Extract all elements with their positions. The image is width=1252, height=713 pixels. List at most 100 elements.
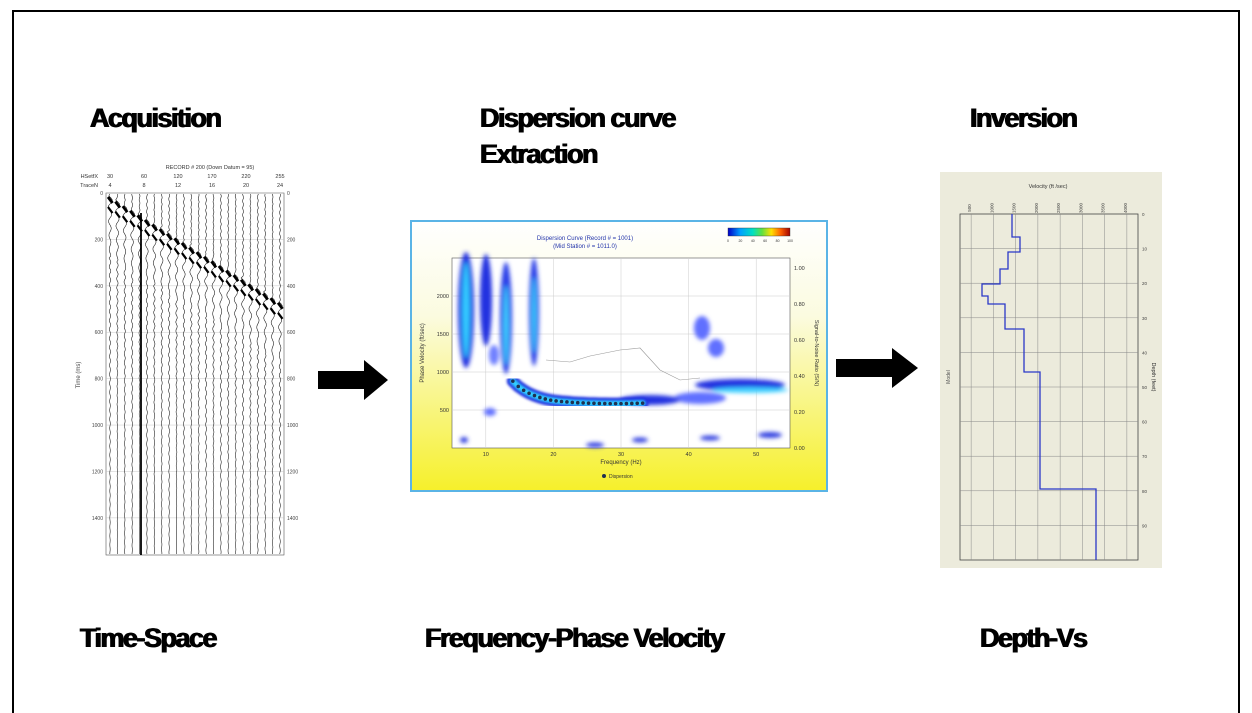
first-arrival-wavelet bbox=[195, 251, 203, 260]
first-arrival-wavelet bbox=[203, 266, 210, 274]
depth-tick-label: 20 bbox=[1142, 281, 1148, 286]
first-arrival-wavelet bbox=[247, 293, 254, 302]
first-arrival-wavelet bbox=[262, 292, 269, 301]
first-arrival-wavelet bbox=[269, 307, 276, 315]
y-tick-label: 2000 bbox=[437, 294, 449, 300]
y2-tick-label: 0.20 bbox=[794, 410, 805, 416]
seismic-trace bbox=[144, 193, 150, 555]
seismic-trace bbox=[218, 193, 224, 555]
depth-tick-label: 30 bbox=[1142, 316, 1148, 321]
seismic-trace bbox=[203, 193, 209, 555]
offset-value: 220 bbox=[241, 174, 250, 180]
depth-tick-label: 10 bbox=[1142, 247, 1148, 252]
x-tick-label: 30 bbox=[618, 452, 624, 458]
dispersion-image-panel: Dispersion Curve (Record # = 1001) (Mid … bbox=[410, 220, 828, 492]
first-arrival-wavelet bbox=[114, 210, 121, 219]
first-arrival-wavelet bbox=[232, 274, 240, 283]
inversion-panel: Velocity (ft /sec) 500 1000 1500 2000 2500 30… bbox=[940, 172, 1162, 568]
time-tick-label-right: 1200 bbox=[287, 469, 298, 475]
time-tick-label: 1200 bbox=[92, 469, 103, 475]
y2-tick-label: 1.00 bbox=[794, 266, 805, 272]
first-arrival-wavelet bbox=[107, 206, 114, 214]
trace-number: 4 bbox=[108, 183, 111, 189]
offset-value: 60 bbox=[141, 174, 147, 180]
velocity-tick-label: 4000 bbox=[1123, 202, 1128, 213]
seismic-trace bbox=[107, 193, 113, 555]
y2-tick-label: 0.40 bbox=[794, 374, 805, 380]
first-arrival-wavelet bbox=[129, 209, 136, 218]
first-arrival-wavelet bbox=[114, 200, 122, 209]
first-arrival-wavelet bbox=[143, 219, 151, 227]
arrow-right-icon bbox=[836, 348, 918, 388]
inversion-depth-label: Depth (feet) bbox=[1150, 362, 1156, 391]
seismogram-panel: RECORD # 200 (Down Datum = 95) HSetfX Tr… bbox=[76, 165, 298, 556]
seismic-trace bbox=[122, 193, 128, 555]
y2-tick-label: 0.00 bbox=[794, 446, 805, 452]
velocity-tick-label: 1500 bbox=[1012, 202, 1017, 213]
seismic-trace bbox=[255, 193, 261, 555]
depth-tick-label: 50 bbox=[1142, 385, 1148, 390]
first-arrival-wavelet bbox=[240, 289, 247, 297]
first-arrival-wavelet bbox=[173, 237, 181, 246]
dispersion-xlabel: Frequency (Hz) bbox=[600, 460, 641, 466]
first-arrival-wavelet bbox=[202, 255, 210, 264]
velocity-tick-label: 3500 bbox=[1101, 202, 1106, 213]
dispersion-plot-title-line2: (Mid Station # = 1011.0) bbox=[553, 244, 617, 250]
velocity-tick-label: 500 bbox=[967, 204, 972, 212]
trace-number: 8 bbox=[142, 183, 145, 189]
first-arrival-wavelet bbox=[254, 288, 262, 296]
colorbar-tick-label: 80 bbox=[776, 239, 780, 243]
seismic-trace bbox=[226, 193, 231, 555]
seismic-trace bbox=[196, 193, 202, 555]
seismic-trace bbox=[270, 193, 276, 555]
dispersion-point bbox=[538, 395, 542, 400]
first-arrival-wavelet bbox=[239, 278, 247, 287]
inversion-xlabel: Velocity (ft /sec) bbox=[1029, 184, 1068, 190]
first-arrival-wavelet bbox=[225, 279, 232, 288]
x-tick-label: 40 bbox=[686, 452, 692, 458]
first-arrival-wavelet bbox=[195, 261, 203, 269]
seismic-trace bbox=[166, 193, 172, 555]
dispersion-point bbox=[543, 397, 548, 401]
depth-tick-label: 0 bbox=[1142, 212, 1145, 217]
dispersion-point bbox=[597, 401, 602, 406]
signal-to-noise-line bbox=[545, 347, 701, 381]
dispersion-point bbox=[586, 401, 591, 405]
seismic-trace bbox=[188, 193, 194, 555]
colorbar-tick-label: 0 bbox=[727, 239, 729, 243]
time-tick-label-right: 200 bbox=[287, 237, 296, 243]
offset-value: 30 bbox=[107, 174, 113, 180]
frequency-phase-velocity-label: Frequency-Phase Velocity bbox=[425, 623, 725, 653]
y2-tick-label: 0.60 bbox=[794, 338, 805, 344]
seismic-trace bbox=[233, 193, 239, 555]
first-arrival-wavelet bbox=[276, 301, 284, 310]
colorbar-tick-label: 20 bbox=[738, 239, 742, 243]
seismic-trace bbox=[240, 193, 246, 555]
dispersion-point bbox=[559, 399, 564, 404]
dispersion-point bbox=[602, 401, 607, 406]
seismic-trace bbox=[211, 193, 217, 555]
dispersion-point bbox=[592, 401, 596, 406]
time-tick-label-right: 800 bbox=[287, 377, 296, 383]
time-tick-label: 400 bbox=[95, 284, 104, 290]
offset-value: 120 bbox=[173, 174, 182, 180]
time-tick-label-right: 1000 bbox=[287, 423, 298, 429]
first-arrival-wavelet bbox=[210, 270, 217, 279]
first-arrival-wavelet bbox=[217, 265, 225, 273]
dispersion-heading-line1: Dispersion curve bbox=[480, 103, 677, 133]
dispersion-point bbox=[565, 400, 569, 404]
time-tick-label: 1400 bbox=[92, 516, 103, 522]
velocity-tick-label: 3000 bbox=[1078, 202, 1083, 213]
record-title: RECORD # 200 (Down Datum = 95) bbox=[166, 165, 255, 171]
dispersion-heading-line2: Extraction bbox=[480, 139, 599, 169]
offset-value: 255 bbox=[275, 174, 284, 180]
seismic-trace bbox=[137, 193, 143, 554]
legend-marker bbox=[602, 474, 606, 478]
inversion-left-label: Model bbox=[946, 370, 952, 384]
y2-tick-label: 0.80 bbox=[794, 302, 805, 308]
y-tick-label: 1500 bbox=[437, 332, 449, 338]
seismic-trace bbox=[159, 193, 165, 555]
first-arrival-wavelet bbox=[158, 228, 166, 237]
trace-number: 24 bbox=[277, 183, 283, 189]
seismic-trace bbox=[115, 193, 120, 555]
